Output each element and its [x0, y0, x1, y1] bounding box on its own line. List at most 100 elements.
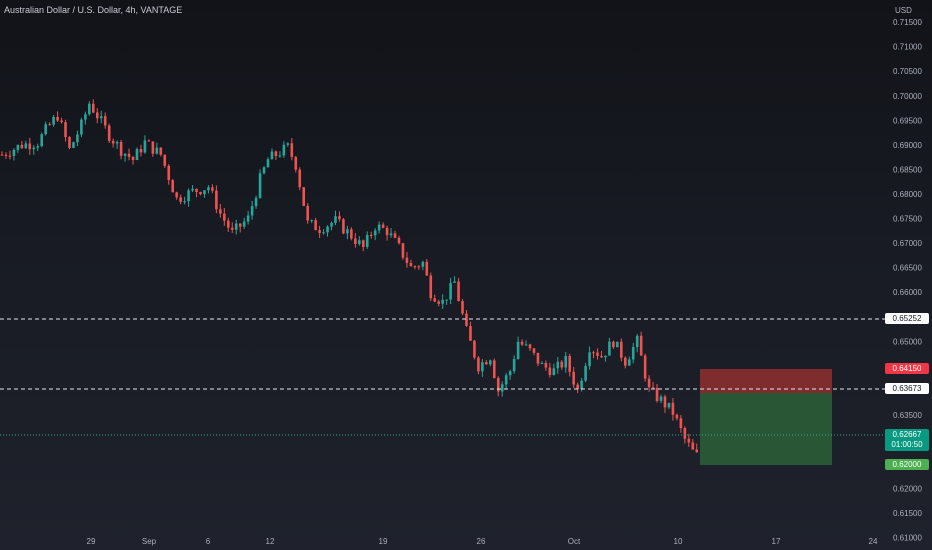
candle [338, 211, 341, 222]
candle [64, 119, 67, 142]
candle [449, 277, 452, 304]
candle [139, 144, 143, 157]
price-tick: 0.65000 [893, 337, 922, 346]
candle [111, 138, 115, 148]
candle [52, 114, 55, 127]
candle [322, 229, 325, 235]
candle [524, 340, 528, 346]
candle [298, 167, 302, 191]
candle [461, 298, 464, 316]
candle [143, 135, 147, 154]
candle [254, 195, 258, 209]
candle [36, 143, 40, 151]
candle [441, 294, 444, 309]
candle [131, 156, 135, 165]
candle [647, 375, 651, 392]
candle [274, 150, 278, 160]
price-tick: 0.70000 [893, 92, 922, 101]
candle [596, 348, 599, 360]
candle [223, 207, 226, 226]
time-tick: 12 [266, 537, 275, 546]
candle [127, 148, 131, 161]
price-tick: 0.68500 [893, 165, 922, 174]
candle [429, 272, 433, 302]
price-tick: 0.61500 [893, 509, 922, 518]
candle [358, 236, 361, 246]
price-tick: 0.71500 [893, 18, 922, 27]
candle [540, 361, 544, 365]
candle [425, 258, 429, 277]
candle [612, 340, 615, 349]
candle [639, 331, 643, 356]
price-tick: 0.69500 [893, 116, 922, 125]
candle [278, 151, 282, 158]
entry-price-tag: 0.63673 [885, 383, 929, 394]
candle [552, 363, 556, 376]
candle [635, 333, 639, 353]
candle [667, 402, 671, 410]
candle [294, 155, 298, 173]
time-tick: 24 [869, 537, 878, 546]
candle [544, 360, 548, 371]
candle [354, 233, 357, 248]
candle [592, 350, 595, 359]
candle [215, 185, 218, 214]
price-tick: 0.68000 [893, 190, 922, 199]
candle [12, 148, 16, 161]
candle [445, 299, 448, 305]
resistance-price-tag: 0.65252 [885, 313, 929, 324]
candle [195, 188, 198, 198]
candle [207, 185, 210, 194]
candle [290, 137, 294, 161]
symbol-title[interactable]: Australian Dollar / U.S. Dollar, 4h, VAN… [4, 5, 183, 15]
candle [560, 359, 564, 370]
price-tick: 0.71000 [893, 43, 922, 52]
candle [242, 217, 246, 229]
candle [369, 231, 373, 239]
candle [520, 339, 524, 346]
time-tick: 26 [477, 537, 486, 546]
candle [584, 362, 587, 383]
time-tick: Oct [568, 537, 581, 546]
candle [627, 356, 631, 366]
candle [512, 355, 516, 374]
candle [80, 117, 83, 138]
candle [159, 147, 163, 157]
candle [32, 145, 36, 155]
candle [44, 121, 47, 136]
candle [485, 360, 488, 365]
candle [401, 242, 405, 260]
candle [489, 359, 492, 367]
candle [16, 144, 20, 153]
candle [48, 122, 51, 126]
candle [604, 355, 607, 362]
candle [588, 346, 591, 370]
currency-label: USD [895, 6, 912, 15]
candle [663, 394, 667, 413]
candle [326, 225, 329, 237]
candle [528, 343, 532, 351]
candle [286, 142, 290, 147]
candle [469, 321, 472, 341]
take-profit-zone[interactable] [700, 393, 832, 465]
candles [0, 99, 699, 453]
candle [421, 260, 425, 271]
candle [135, 147, 139, 161]
time-tick: 29 [87, 537, 96, 546]
candle [373, 228, 377, 241]
candle [481, 359, 484, 377]
candle [238, 223, 242, 233]
candle [548, 362, 552, 378]
candle [381, 222, 385, 229]
candle [504, 373, 508, 389]
price-tick: 0.66000 [893, 288, 922, 297]
candle [496, 376, 500, 397]
candle [270, 148, 274, 160]
candle [24, 140, 28, 150]
candle [282, 141, 286, 158]
candle [671, 397, 675, 421]
candle [413, 265, 417, 270]
candle [687, 433, 691, 447]
